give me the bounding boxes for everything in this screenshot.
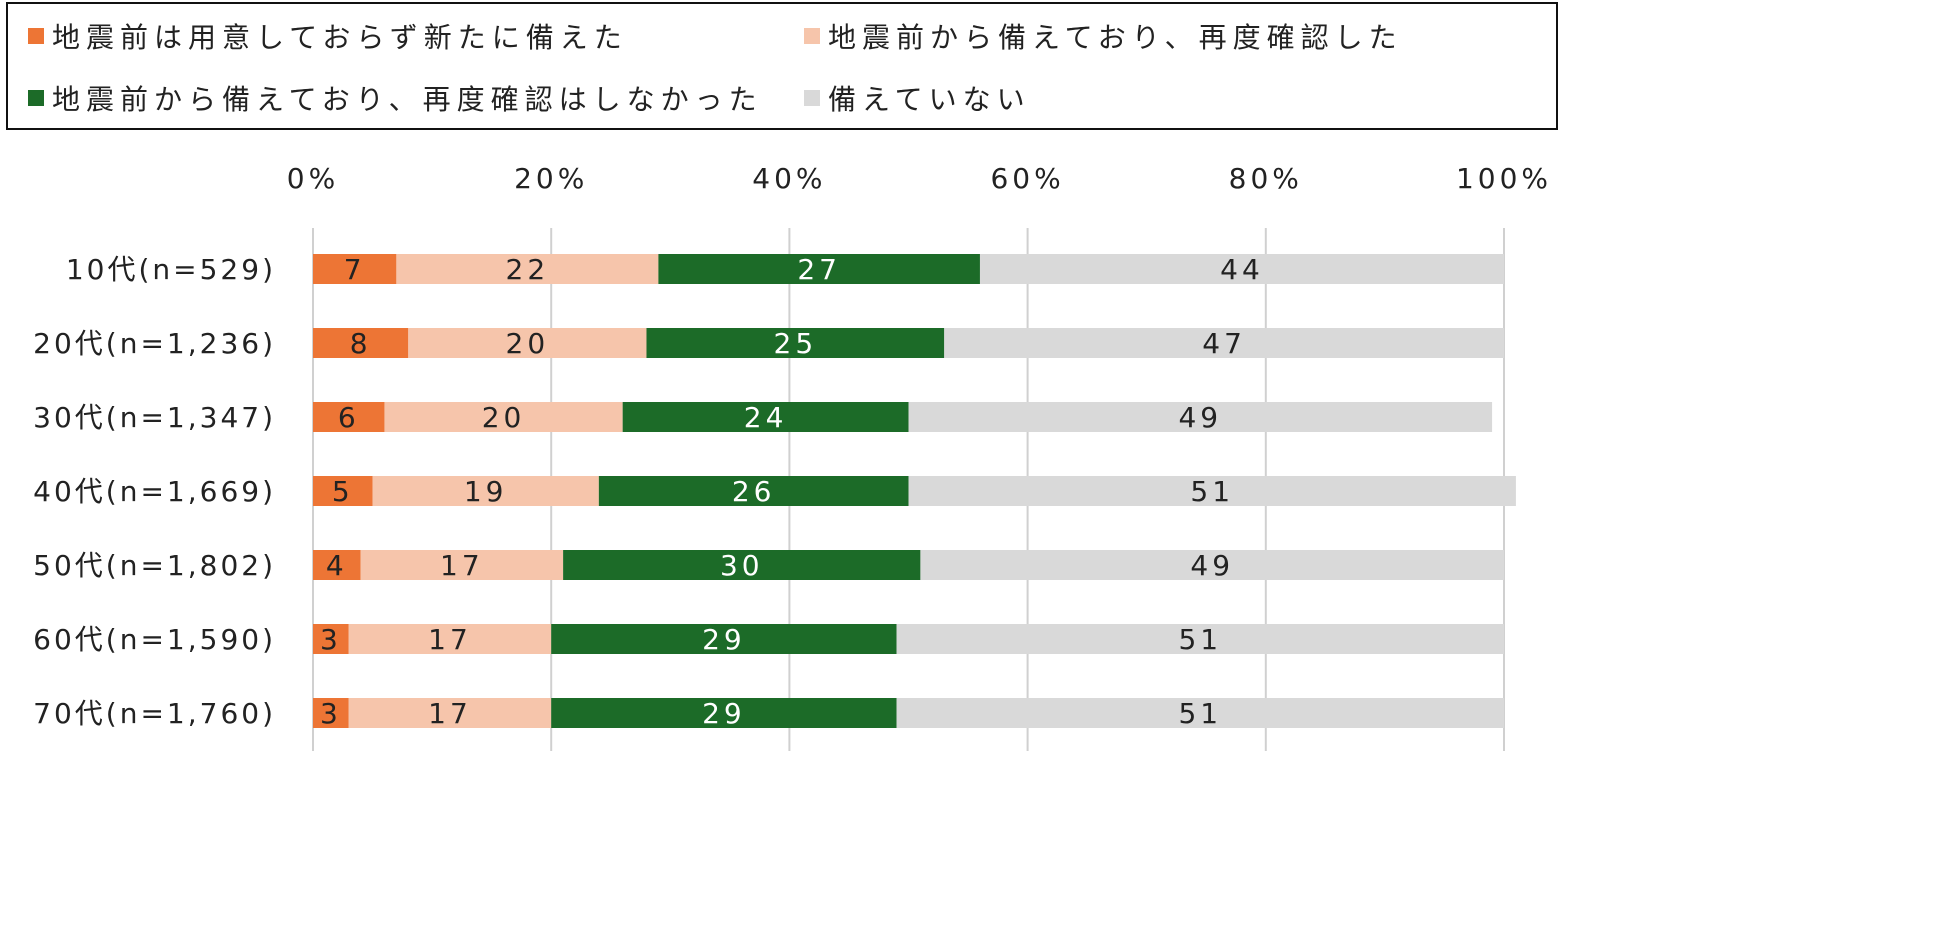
data-label: 27 — [797, 253, 841, 286]
bar-segment — [384, 402, 623, 432]
bar-segment — [348, 698, 552, 728]
stacked-bar-chart: 0% 20% 40% 60% 80% 100% 7 22 27 44 10代(n=529) 8 20 25… — [33, 162, 1552, 751]
category-label: 20代(n=1,236) — [33, 327, 276, 360]
data-label: 49 — [1190, 549, 1234, 582]
bar-segment — [908, 476, 1516, 506]
legend-swatch-icon — [804, 90, 820, 106]
x-tick-label: 80% — [1229, 162, 1303, 195]
data-label: 24 — [744, 401, 788, 434]
x-tick-label: 20% — [514, 162, 588, 195]
data-label: 17 — [428, 697, 472, 730]
bar-segment — [979, 254, 1504, 284]
bar-segment — [896, 698, 1504, 728]
bar-segment — [396, 254, 659, 284]
bar-segment — [313, 476, 373, 506]
data-label: 51 — [1190, 475, 1234, 508]
category-label: 50代(n=1,802) — [33, 549, 276, 582]
bar-segment — [348, 624, 552, 654]
data-label: 4 — [326, 549, 348, 582]
data-label: 49 — [1178, 401, 1222, 434]
bar-segment — [313, 550, 361, 580]
legend-swatch-icon — [28, 28, 44, 44]
category-label: 10代(n=529) — [66, 253, 276, 286]
legend: 地震前は用意しておらず新たに備えた 地震前から備えており、再度確認した 地震前か… — [6, 2, 1558, 130]
bar-segment — [658, 254, 980, 284]
category-label: 30代(n=1,347) — [33, 401, 276, 434]
x-tick-label: 0% — [287, 162, 339, 195]
bar-segment — [551, 698, 897, 728]
data-label: 6 — [338, 401, 360, 434]
data-label: 3 — [320, 697, 342, 730]
bar-segment — [920, 550, 1504, 580]
category-label: 40代(n=1,669) — [33, 475, 276, 508]
data-label: 29 — [702, 623, 746, 656]
bar-segment — [313, 698, 349, 728]
data-label: 51 — [1178, 623, 1222, 656]
legend-swatch-icon — [28, 90, 44, 106]
data-label: 8 — [350, 327, 372, 360]
x-tick-label: 40% — [752, 162, 826, 195]
bar-segment — [372, 476, 599, 506]
data-label: 29 — [702, 697, 746, 730]
data-label: 30 — [720, 549, 764, 582]
data-label: 47 — [1202, 327, 1246, 360]
data-label: 7 — [344, 253, 366, 286]
bar-segment — [908, 402, 1493, 432]
data-label: 20 — [506, 327, 550, 360]
legend-swatch-icon — [804, 28, 820, 44]
bar-segment — [313, 624, 349, 654]
bar-segment — [551, 624, 897, 654]
data-label: 44 — [1220, 253, 1264, 286]
bar-segment — [408, 328, 647, 358]
category-label: 70代(n=1,760) — [33, 697, 276, 730]
bar-segment — [622, 402, 909, 432]
legend-item-not-rechecked: 地震前から備えており、再度確認はしなかった — [28, 78, 763, 118]
legend-label: 備えていない — [828, 83, 1031, 116]
data-label: 5 — [332, 475, 354, 508]
data-label: 22 — [506, 253, 550, 286]
bar-segment — [563, 550, 921, 580]
bar-segment — [598, 476, 909, 506]
legend-item-rechecked: 地震前から備えており、再度確認した — [804, 16, 1403, 56]
category-label: 60代(n=1,590) — [33, 623, 276, 656]
data-label: 20 — [482, 401, 526, 434]
data-label: 26 — [732, 475, 776, 508]
data-label: 17 — [440, 549, 484, 582]
data-label: 51 — [1178, 697, 1222, 730]
bar-segment — [360, 550, 564, 580]
data-label: 19 — [464, 475, 508, 508]
bar-segment — [646, 328, 945, 358]
legend-item-new-prep: 地震前は用意しておらず新たに備えた — [28, 16, 628, 56]
legend-label: 地震前から備えており、再度確認した — [828, 21, 1403, 54]
data-label: 25 — [774, 327, 818, 360]
legend-item-not-prepared: 備えていない — [804, 78, 1031, 118]
bar-segment — [896, 624, 1504, 654]
bar-segment — [313, 402, 385, 432]
bar-segment — [313, 254, 397, 284]
data-label: 17 — [428, 623, 472, 656]
x-tick-label: 60% — [990, 162, 1064, 195]
legend-label: 地震前から備えており、再度確認はしなかった — [52, 83, 763, 116]
bar-segment — [313, 328, 409, 358]
x-tick-label: 100% — [1456, 162, 1552, 195]
bar-segment — [944, 328, 1504, 358]
data-label: 3 — [320, 623, 342, 656]
legend-label: 地震前は用意しておらず新たに備えた — [52, 21, 628, 54]
